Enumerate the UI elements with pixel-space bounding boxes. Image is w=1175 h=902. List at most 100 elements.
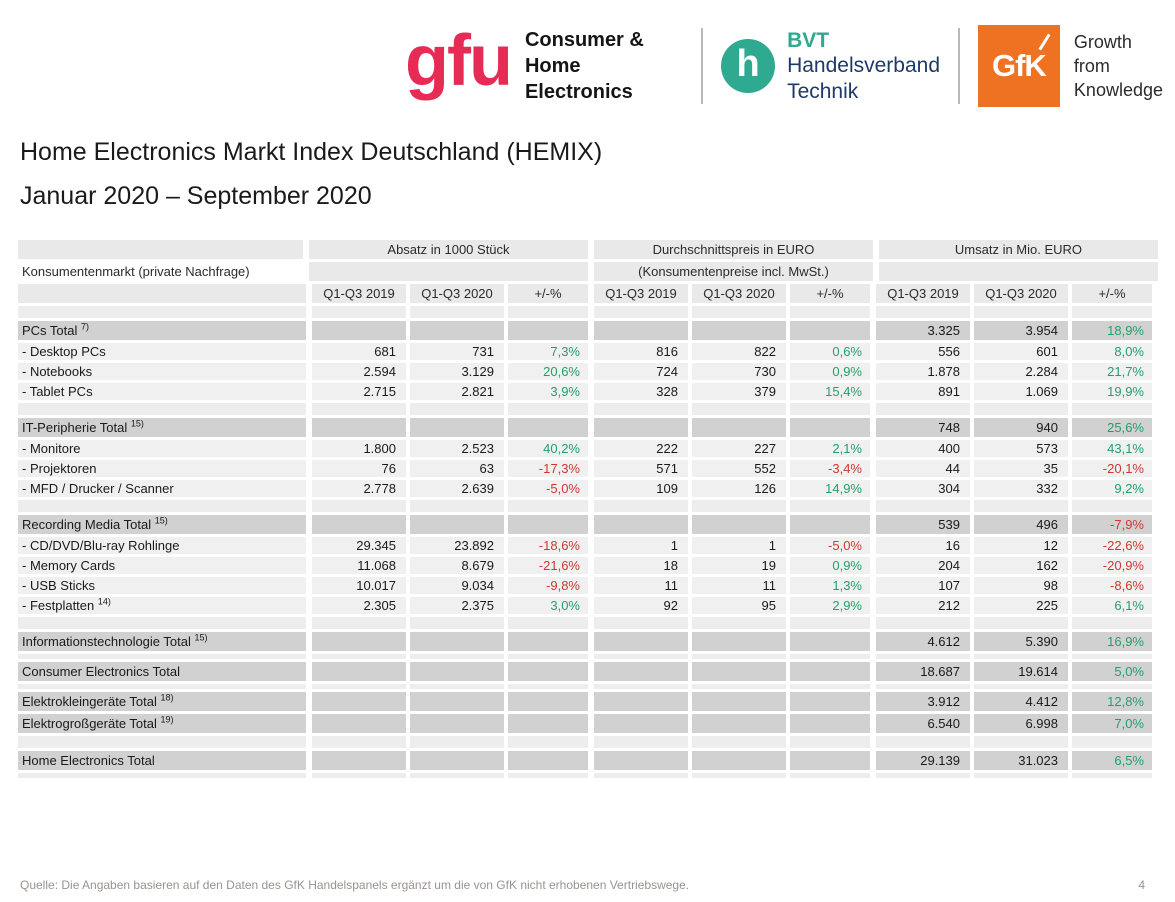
spacer-cell — [974, 500, 1068, 512]
bvt-abbr: BVT — [787, 28, 830, 52]
cell-percent: -5,0% — [790, 537, 870, 554]
cell-percent: 2,1% — [790, 440, 870, 457]
logo-bar: gfu Consumer & Home Electronics h BVT Ha… — [405, 15, 1163, 117]
cell-value — [312, 692, 406, 711]
bvt-line2: Technik — [787, 79, 859, 103]
spacer-row — [18, 500, 1158, 512]
cell-value: 6.998 — [974, 714, 1068, 733]
row-label: IT-Peripherie Total 15) — [18, 418, 306, 437]
col-header: Q1-Q3 2019 — [876, 284, 970, 303]
cell-value: 2.715 — [312, 383, 406, 400]
cell-value: 44 — [876, 460, 970, 477]
cell-percent — [790, 632, 870, 651]
cell-value: 552 — [692, 460, 786, 477]
spacer-cell — [410, 403, 504, 415]
cell-value: 2.375 — [410, 597, 504, 614]
spacer-cell — [1072, 403, 1152, 415]
cell-percent — [508, 692, 588, 711]
cell-percent: 18,9% — [1072, 321, 1152, 340]
table-row: - Monitore 1.800 2.523 40,2% 222 227 2,1% 400 57… — [18, 440, 1158, 457]
spacer-row — [18, 684, 1158, 689]
cell-value — [410, 632, 504, 651]
spacer-cell — [594, 500, 688, 512]
spacer-row — [18, 654, 1158, 659]
spacer-cell — [410, 654, 504, 659]
spacer-cell — [974, 654, 1068, 659]
cell-value: 1 — [692, 537, 786, 554]
table-row: - Notebooks 2.594 3.129 20,6% 724 730 0,9% 1.87… — [18, 363, 1158, 380]
spacer-cell — [508, 654, 588, 659]
cell-value: 379 — [692, 383, 786, 400]
spacer-cell — [790, 654, 870, 659]
cell-value: 222 — [594, 440, 688, 457]
cell-value: 2.305 — [312, 597, 406, 614]
cell-value: 11 — [594, 577, 688, 594]
row-label: - Memory Cards — [18, 557, 306, 574]
group-header-absatz: Absatz in 1000 Stück — [308, 240, 588, 259]
cell-percent: -18,6% — [508, 537, 588, 554]
bvt-logo: h BVT Handelsverband Technik — [721, 28, 940, 105]
table-row: - Memory Cards 11.068 8.679 -21,6% 18 19 0,9% 2… — [18, 557, 1158, 574]
cell-value: 18.687 — [876, 662, 970, 681]
spacer-cell — [692, 684, 786, 689]
spacer-cell — [1072, 306, 1152, 318]
bvt-logo-text: BVT Handelsverband Technik — [787, 28, 940, 105]
spacer-row — [18, 306, 1158, 318]
cell-value — [410, 714, 504, 733]
cell-percent — [508, 515, 588, 534]
row-label: Recording Media Total 15) — [18, 515, 306, 534]
table-row: Home Electronics Total 29.139 31.023 6,5% — [18, 751, 1158, 770]
spacer-cell — [508, 684, 588, 689]
cell-value: 204 — [876, 557, 970, 574]
spacer-cell — [410, 617, 504, 629]
table-row: PCs Total 7) 3.325 3.954 18,9% — [18, 321, 1158, 340]
table-row: - USB Sticks 10.017 9.034 -9,8% 11 11 1,3% 107 9… — [18, 577, 1158, 594]
gfk-line2: from — [1073, 55, 1110, 76]
gfu-logo-line1: Consumer & — [524, 29, 644, 51]
gfk-line3: Knowledge — [1073, 80, 1163, 101]
spacer-cell — [974, 617, 1068, 629]
col-header: +/-% — [1072, 284, 1152, 303]
cell-value: 2.523 — [410, 440, 504, 457]
spacer-cell — [18, 500, 306, 512]
cell-percent — [508, 751, 588, 770]
cell-value: 1.878 — [876, 363, 970, 380]
bvt-line1: Handelsverband — [787, 54, 940, 78]
spacer-cell — [1072, 617, 1152, 629]
cell-value — [312, 632, 406, 651]
cell-value — [594, 321, 688, 340]
cell-value: 3.912 — [876, 692, 970, 711]
cell-value: 92 — [594, 597, 688, 614]
spacer-cell — [790, 306, 870, 318]
spacer-cell — [508, 736, 588, 748]
cell-value: 891 — [876, 383, 970, 400]
cell-value — [410, 515, 504, 534]
page-title: Home Electronics Markt Index Deutschland… — [20, 138, 603, 166]
spacer-cell — [790, 500, 870, 512]
spacer-cell — [692, 773, 786, 778]
cell-value — [312, 714, 406, 733]
cell-percent — [790, 662, 870, 681]
cell-percent: 25,6% — [1072, 418, 1152, 437]
spacer-cell — [594, 654, 688, 659]
cell-value: 98 — [974, 577, 1068, 594]
spacer-cell — [18, 736, 306, 748]
gfu-logo: gfu Consumer & Home Electronics — [405, 25, 683, 105]
cell-value: 940 — [974, 418, 1068, 437]
col-header: Q1-Q3 2020 — [974, 284, 1068, 303]
spacer-cell — [876, 736, 970, 748]
spacer-cell — [312, 684, 406, 689]
spacer-cell — [312, 736, 406, 748]
cell-value: 3.325 — [876, 321, 970, 340]
spacer-cell — [18, 773, 306, 778]
cell-value: 601 — [974, 343, 1068, 360]
cell-percent: -17,3% — [508, 460, 588, 477]
cell-value: 2.284 — [974, 363, 1068, 380]
cell-value: 328 — [594, 383, 688, 400]
group-subheader-umsatz — [878, 262, 1158, 281]
row-label: Consumer Electronics Total — [18, 662, 306, 681]
group-header-preis: Durchschnittspreis in EURO — [593, 240, 873, 259]
cell-percent: 7,3% — [508, 343, 588, 360]
cell-percent — [508, 714, 588, 733]
